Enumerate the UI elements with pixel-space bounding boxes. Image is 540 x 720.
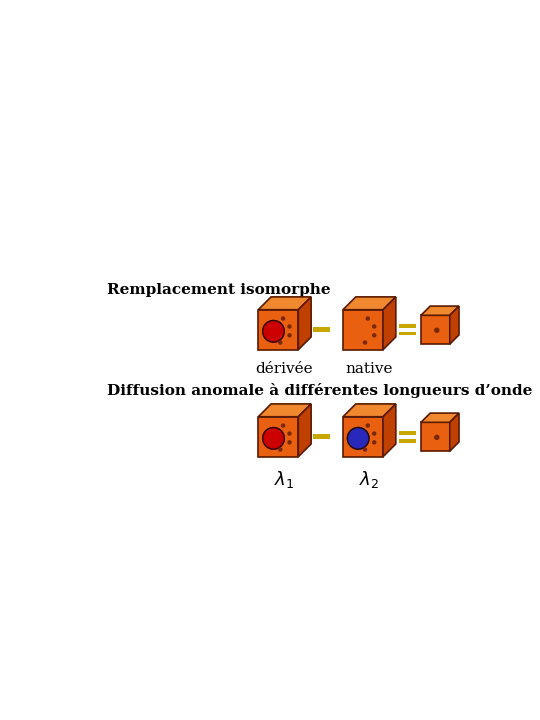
Circle shape (363, 448, 367, 451)
Polygon shape (383, 404, 396, 456)
Polygon shape (298, 404, 311, 456)
Polygon shape (450, 413, 459, 451)
Polygon shape (383, 297, 396, 350)
Circle shape (435, 436, 439, 439)
Bar (399, 324, 416, 328)
Text: $\lambda_2$: $\lambda_2$ (359, 469, 379, 490)
Circle shape (288, 432, 291, 435)
Circle shape (262, 428, 284, 449)
Circle shape (347, 428, 369, 449)
Circle shape (366, 317, 369, 320)
Bar (313, 434, 330, 439)
Polygon shape (421, 306, 459, 315)
Bar (258, 417, 298, 456)
Bar (313, 328, 330, 332)
Polygon shape (450, 306, 459, 344)
Circle shape (373, 325, 376, 328)
Bar (399, 438, 416, 443)
Circle shape (373, 334, 376, 337)
Bar (421, 423, 450, 451)
Text: Remplacement isomorphe: Remplacement isomorphe (107, 283, 331, 297)
Bar (343, 417, 383, 456)
Circle shape (288, 334, 291, 337)
Polygon shape (258, 404, 311, 417)
Polygon shape (343, 404, 396, 417)
Circle shape (281, 317, 285, 320)
Bar (399, 332, 416, 336)
Circle shape (288, 441, 291, 444)
Bar (399, 431, 416, 435)
Circle shape (366, 424, 369, 427)
Text: Diffusion anomale à différentes longueurs d’onde: Diffusion anomale à différentes longueur… (107, 383, 533, 398)
Circle shape (279, 448, 282, 451)
Text: $\lambda_1$: $\lambda_1$ (274, 469, 295, 490)
Circle shape (281, 424, 285, 427)
Text: native: native (346, 362, 393, 376)
Polygon shape (258, 297, 311, 310)
Bar (258, 310, 298, 350)
Polygon shape (298, 297, 311, 350)
Circle shape (288, 325, 291, 328)
Text: dérivée: dérivée (255, 362, 313, 376)
Polygon shape (421, 413, 459, 423)
Polygon shape (343, 297, 396, 310)
Circle shape (373, 432, 376, 435)
Bar (421, 315, 450, 344)
Circle shape (262, 320, 284, 342)
Bar (343, 310, 383, 350)
Circle shape (373, 441, 376, 444)
Circle shape (363, 341, 367, 344)
Circle shape (279, 341, 282, 344)
Circle shape (435, 328, 439, 333)
